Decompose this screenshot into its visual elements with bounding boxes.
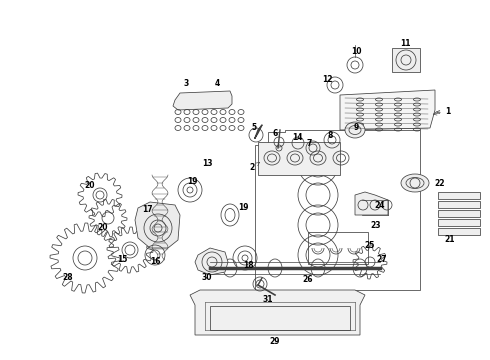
- Text: 26: 26: [303, 275, 313, 284]
- Bar: [438, 219, 480, 226]
- Text: 12: 12: [322, 76, 332, 85]
- Text: 19: 19: [238, 202, 248, 211]
- Text: 2: 2: [249, 162, 260, 172]
- Text: 4: 4: [215, 78, 220, 87]
- Text: 14: 14: [292, 132, 302, 141]
- Polygon shape: [392, 48, 420, 72]
- Text: 28: 28: [63, 273, 74, 282]
- Text: 23: 23: [371, 220, 381, 230]
- Text: 8: 8: [327, 130, 333, 139]
- Bar: [438, 201, 480, 208]
- Text: 5: 5: [251, 123, 257, 132]
- Text: 21: 21: [445, 235, 455, 244]
- Bar: [438, 228, 480, 235]
- Text: 24: 24: [375, 201, 385, 210]
- Text: 9: 9: [353, 122, 359, 131]
- Ellipse shape: [345, 122, 365, 138]
- Text: 25: 25: [365, 240, 375, 249]
- Text: 30: 30: [202, 273, 212, 282]
- Polygon shape: [135, 202, 180, 248]
- Text: 16: 16: [150, 257, 160, 266]
- Bar: [308, 232, 368, 264]
- Text: 18: 18: [243, 261, 253, 270]
- Bar: [210, 306, 350, 330]
- Text: 13: 13: [202, 158, 212, 167]
- Text: 6: 6: [272, 129, 278, 138]
- Text: 31: 31: [263, 296, 273, 305]
- Text: 19: 19: [187, 177, 197, 186]
- Polygon shape: [355, 192, 388, 215]
- Text: 17: 17: [142, 206, 152, 215]
- Text: 7: 7: [306, 139, 312, 148]
- Polygon shape: [258, 142, 340, 175]
- Text: 11: 11: [400, 40, 410, 49]
- Ellipse shape: [401, 174, 429, 192]
- Bar: [438, 210, 480, 217]
- Polygon shape: [190, 290, 365, 335]
- Polygon shape: [340, 90, 435, 130]
- Text: 20: 20: [98, 222, 108, 231]
- Text: 20: 20: [85, 180, 95, 189]
- Text: 3: 3: [183, 78, 189, 87]
- Text: 10: 10: [351, 48, 361, 57]
- Text: 27: 27: [377, 256, 387, 265]
- Text: 29: 29: [270, 338, 280, 346]
- Text: 22: 22: [435, 179, 445, 188]
- Polygon shape: [195, 248, 228, 275]
- Text: 1: 1: [437, 108, 451, 117]
- Bar: [438, 192, 480, 199]
- Text: 15: 15: [117, 256, 127, 265]
- Polygon shape: [173, 91, 232, 110]
